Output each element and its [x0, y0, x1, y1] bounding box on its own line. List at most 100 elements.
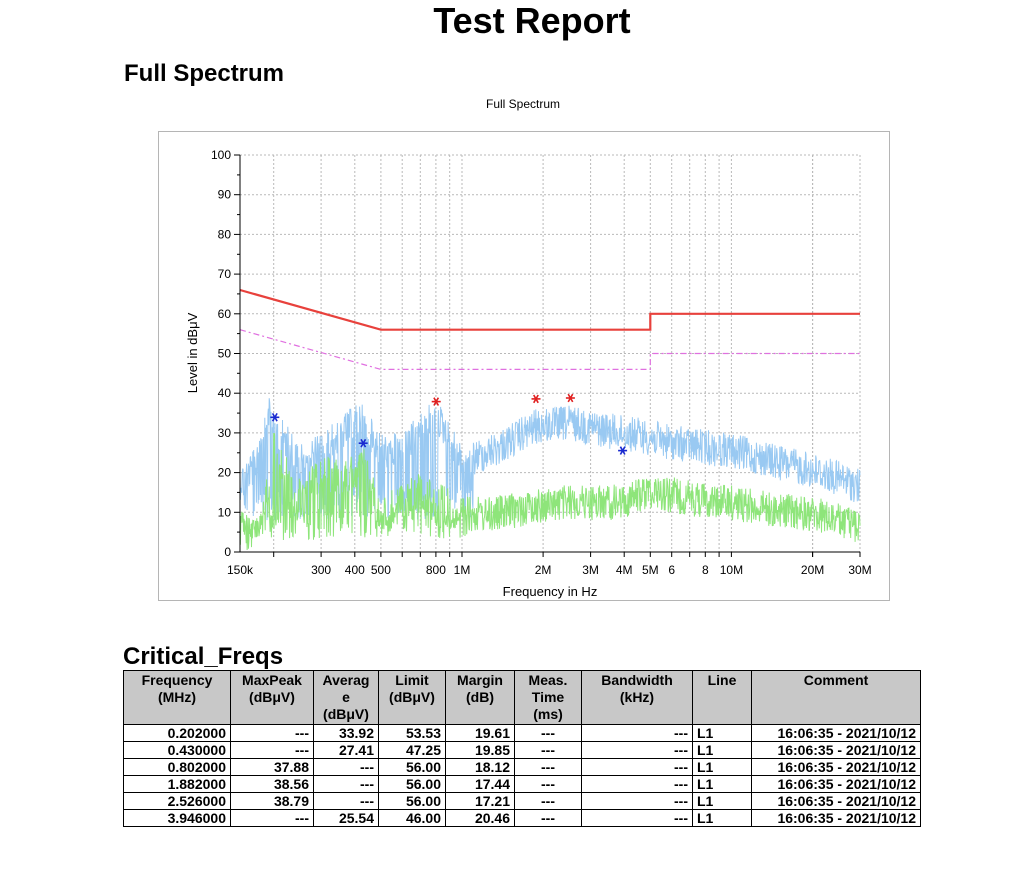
table-cell: ---: [581, 792, 693, 810]
table-cell: 16:06:35 - 2021/10/12: [751, 758, 921, 776]
average-trace: [239, 432, 861, 551]
x-tick-label: 1M: [454, 563, 471, 577]
column-header: MaxPeak (dBμV): [230, 670, 314, 725]
peak-marker: [531, 394, 541, 404]
table-cell: 56.00: [378, 775, 446, 793]
x-tick-label: 30M: [848, 563, 871, 577]
table-cell: 37.88: [230, 758, 314, 776]
table-cell: 16:06:35 - 2021/10/12: [751, 809, 921, 827]
table-row: 0.202000 --- 33.92 53.53 19.61 --- --- L1 16:06:…: [123, 724, 921, 742]
x-tick-label: 3M: [582, 563, 599, 577]
table-cell: ---: [230, 724, 314, 742]
table-cell: 3.946000: [123, 809, 231, 827]
marker-stroke: [360, 438, 367, 448]
average-marker: [358, 438, 368, 448]
x-axis-label: Frequency in Hz: [503, 584, 598, 599]
table-row: 0.430000 --- 27.41 47.25 19.85 --- --- L1 16:06:…: [123, 741, 921, 759]
x-tick-label: 2M: [535, 563, 552, 577]
table-cell: L1: [692, 741, 752, 759]
table-row: 3.946000 --- 25.54 46.00 20.46 --- --- L1 16:06:…: [123, 809, 921, 827]
table-cell: 38.56: [230, 775, 314, 793]
table-cell: L1: [692, 758, 752, 776]
table-cell: 46.00: [378, 809, 446, 827]
axes: 0 10 20 30 40 50 60 70 80 90 100 150k 300 400 500 800 1M…: [211, 148, 872, 577]
table-cell: ---: [514, 724, 582, 742]
table-row: 0.802000 37.88 --- 56.00 18.12 --- --- L1 16:06:…: [123, 758, 921, 776]
y-tick-label: 80: [218, 227, 232, 241]
column-header: Line: [692, 670, 752, 725]
table-cell: ---: [230, 809, 314, 827]
table-cell: L1: [692, 809, 752, 827]
table-row: 2.526000 38.79 --- 56.00 17.21 --- --- L1 16:06:…: [123, 792, 921, 810]
x-tick-label: 8: [702, 563, 709, 577]
x-tick-label: 20M: [801, 563, 824, 577]
average-marker: [270, 413, 280, 422]
marker-stroke: [567, 393, 574, 403]
y-tick-label: 50: [218, 347, 232, 361]
y-tick-label: 40: [218, 386, 232, 400]
column-header: Frequency (MHz): [123, 670, 231, 725]
table-cell: 56.00: [378, 758, 446, 776]
marker-stroke: [271, 413, 278, 422]
table-cell: 18.12: [445, 758, 515, 776]
y-tick-label: 10: [218, 505, 232, 519]
spectrum-chart: 0 10 20 30 40 50 60 70 80 90 100 150k 300 400 500 800 1M…: [185, 148, 872, 599]
marker-stroke: [619, 446, 626, 455]
table-cell: 0.802000: [123, 758, 231, 776]
table-cell: 47.25: [378, 741, 446, 759]
marker-stroke: [433, 397, 440, 406]
table-cell: ---: [581, 741, 693, 759]
table-cell: 19.85: [445, 741, 515, 759]
table-cell: 38.79: [230, 792, 314, 810]
table-cell: ---: [514, 809, 582, 827]
limit-lines: [239, 288, 860, 370]
column-header: Comment: [751, 670, 921, 725]
table-cell: 17.44: [445, 775, 515, 793]
x-tick-label: 4M: [616, 563, 633, 577]
x-tick-label: 150k: [227, 563, 254, 577]
y-tick-label: 20: [218, 466, 232, 480]
table-cell: ---: [581, 724, 693, 742]
table-cell: 16:06:35 - 2021/10/12: [751, 775, 921, 793]
column-header: Meas. Time (ms): [514, 670, 582, 725]
table-cell: 2.526000: [123, 792, 231, 810]
peak-trace-line: [239, 398, 861, 521]
section-heading-full-spectrum: Full Spectrum: [124, 60, 285, 87]
table-cell: 56.00: [378, 792, 446, 810]
table-cell: ---: [230, 741, 314, 759]
x-tick-label: 10M: [720, 563, 743, 577]
column-header: Margin (dB): [445, 670, 515, 725]
table-cell: 16:06:35 - 2021/10/12: [751, 792, 921, 810]
y-tick-label: 30: [218, 426, 232, 440]
y-tick-label: 100: [211, 148, 231, 162]
peak-trace: [239, 398, 861, 521]
table-cell: 16:06:35 - 2021/10/12: [751, 741, 921, 759]
table-cell: L1: [692, 724, 752, 742]
x-tick-label: 6: [668, 563, 675, 577]
x-tick-label: 300: [311, 563, 331, 577]
column-header: Bandwidth (kHz): [581, 670, 693, 725]
table-cell: 27.41: [313, 741, 379, 759]
table-cell: L1: [692, 792, 752, 810]
avg-limit-line: [239, 329, 860, 370]
table-cell: 25.54: [313, 809, 379, 827]
table-cell: 16:06:35 - 2021/10/12: [751, 724, 921, 742]
y-axis-label: Level in dBμV: [185, 312, 200, 393]
y-tick-label: 0: [224, 545, 231, 559]
table-cell: ---: [581, 758, 693, 776]
table-cell: ---: [313, 775, 379, 793]
column-header: Limit (dBμV): [378, 670, 446, 725]
table-cell: ---: [581, 775, 693, 793]
x-tick-label: 500: [371, 563, 391, 577]
peak-marker: [431, 397, 441, 406]
y-tick-label: 60: [218, 307, 232, 321]
marker-stroke: [533, 394, 539, 404]
table-cell: 1.882000: [123, 775, 231, 793]
table-cell: 0.202000: [123, 724, 231, 742]
table-cell: ---: [514, 775, 582, 793]
table-cell: ---: [514, 792, 582, 810]
average-marker: [618, 446, 628, 455]
report-title: Test Report: [433, 0, 631, 41]
table-cell: 20.46: [445, 809, 515, 827]
table-cell: ---: [313, 758, 379, 776]
